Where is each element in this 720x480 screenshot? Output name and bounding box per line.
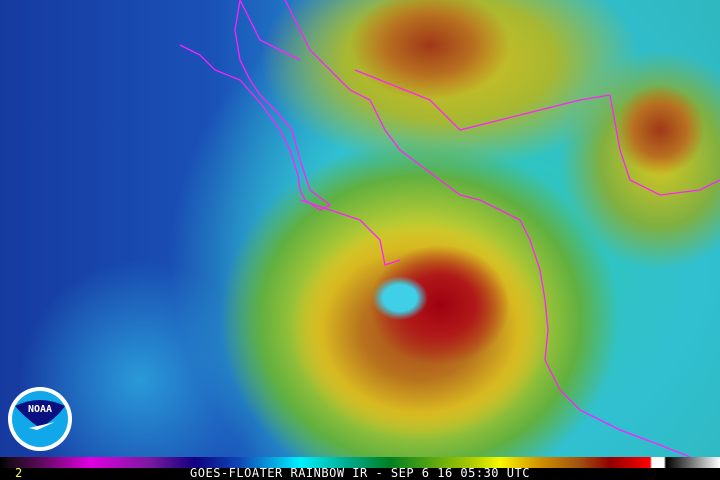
frame-number: 2 bbox=[15, 466, 23, 480]
gulf-coastline bbox=[299, 199, 401, 266]
temperature-color-scale bbox=[0, 457, 720, 468]
infrared-satellite-imagery bbox=[0, 0, 720, 457]
svg-text:NOAA: NOAA bbox=[28, 404, 52, 415]
image-caption: GOES-FLOATER RAINBOW IR - SEP 6 16 05:30… bbox=[190, 466, 530, 480]
noaa-logo: NOAA bbox=[7, 386, 73, 452]
texas-coastline bbox=[609, 94, 720, 196]
mainland-coastline bbox=[284, 0, 691, 457]
us-border bbox=[354, 69, 611, 131]
california-coastline bbox=[239, 0, 301, 61]
baja-coastline bbox=[179, 0, 332, 211]
coastline-overlay bbox=[179, 0, 720, 457]
caption-bar bbox=[0, 468, 720, 480]
